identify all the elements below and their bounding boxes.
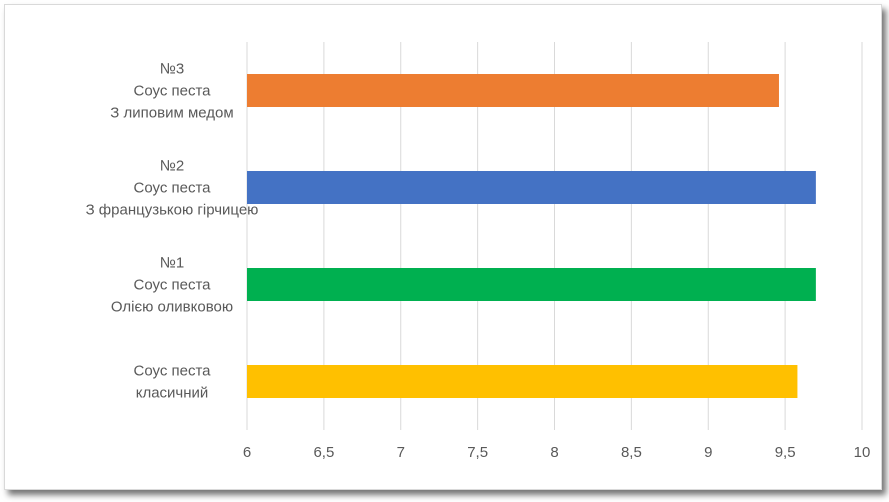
x-tick-label: 6 <box>243 444 251 461</box>
category-labels: Соус песта класичний №1 Соус песта Олією оли… <box>86 61 259 402</box>
x-tick-label: 10 <box>854 444 871 461</box>
x-tick-label: 9 <box>704 444 712 461</box>
category-label: Соус песта класичний <box>133 363 211 402</box>
bar <box>247 74 779 107</box>
bars <box>247 74 816 398</box>
category-label: №1 Соус песта Олією оливковою <box>111 255 233 316</box>
category-label: №2 Соус песта З французькою гірчицею <box>86 158 259 219</box>
x-tick-label: 8,5 <box>621 444 642 461</box>
x-tick-label: 9,5 <box>775 444 796 461</box>
bar <box>247 365 798 398</box>
x-tick-label: 6,5 <box>313 444 334 461</box>
bar <box>247 268 816 301</box>
x-tick-label: 8 <box>550 444 558 461</box>
x-tick-label: 7,5 <box>467 444 488 461</box>
bar <box>247 171 816 204</box>
x-tick-label: 7 <box>397 444 405 461</box>
category-label: №3 Соус песта З липовим медом <box>110 61 233 122</box>
x-axis-tick-labels: 6 6,5 7 7,5 8 8,5 9 9,5 10 <box>243 444 871 461</box>
